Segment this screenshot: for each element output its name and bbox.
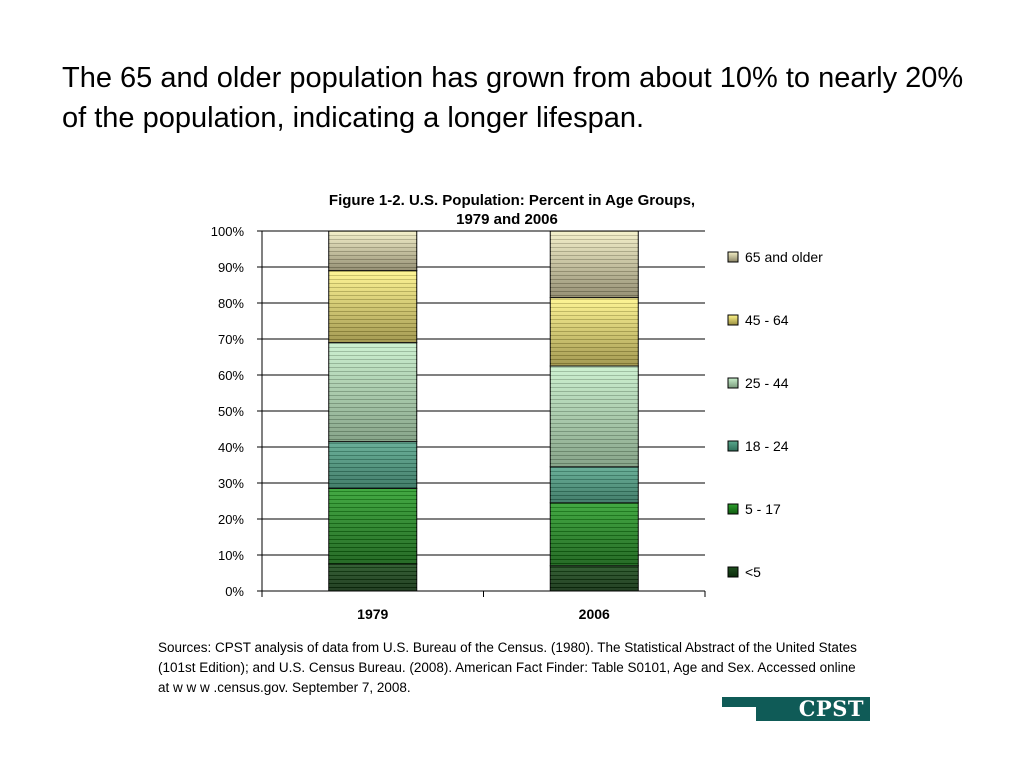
legend-swatch bbox=[727, 566, 739, 578]
y-tick-label: 10% bbox=[218, 548, 244, 563]
legend-swatch bbox=[727, 440, 739, 452]
y-tick-label: 100% bbox=[211, 224, 245, 239]
logo-text: CPST bbox=[798, 696, 864, 721]
slide-title: The 65 and older population has grown fr… bbox=[62, 62, 964, 134]
legend-label: 5 - 17 bbox=[745, 501, 781, 517]
legend-label: 18 - 24 bbox=[745, 438, 789, 454]
bar-segment-texture bbox=[328, 270, 417, 343]
chart-title-line-1: Figure 1-2. U.S. Population: Percent in … bbox=[329, 192, 695, 209]
x-category-label: 1979 bbox=[357, 606, 388, 622]
legend-swatch bbox=[727, 503, 739, 515]
legend-swatch bbox=[727, 314, 739, 326]
bar-segment-texture bbox=[550, 502, 639, 566]
axes: 0% 10% 20% 30% 40% 50% 60% 70% 80% 90% 100% 1979 200… bbox=[211, 224, 706, 622]
bar-segment-texture bbox=[328, 488, 417, 564]
legend-swatch bbox=[727, 377, 739, 389]
y-tick-label: 30% bbox=[218, 476, 244, 491]
y-tick-label: 80% bbox=[218, 296, 244, 311]
y-tick-label: 90% bbox=[218, 260, 244, 275]
y-tick-label: 60% bbox=[218, 368, 244, 383]
legend-swatch bbox=[727, 251, 739, 263]
y-tick-label: 0% bbox=[225, 584, 244, 599]
bar-segment-texture bbox=[550, 366, 639, 467]
legend-label: <5 bbox=[745, 564, 761, 580]
cpst-logo: CPST bbox=[722, 697, 870, 721]
bar-segment-texture bbox=[550, 466, 639, 503]
bar-segment-texture bbox=[550, 297, 639, 366]
legend-label: 65 and older bbox=[745, 249, 823, 265]
x-category-label: 2006 bbox=[579, 606, 610, 622]
chart-title-line-2: 1979 and 2006 bbox=[456, 211, 558, 228]
bar-segment-texture bbox=[328, 564, 417, 591]
y-tick-label: 40% bbox=[218, 440, 244, 455]
bar-segment-texture bbox=[328, 231, 417, 271]
legend-label: 25 - 44 bbox=[745, 375, 789, 391]
bars bbox=[328, 230, 639, 592]
sources-note: Sources: CPST analysis of data from U.S.… bbox=[158, 640, 857, 695]
bar-segment-texture bbox=[328, 342, 417, 442]
legend: 65 and older 45 - 64 25 - 44 18 - 24 5 - 17 <… bbox=[727, 249, 823, 580]
bar-segment-texture bbox=[550, 565, 639, 591]
y-tick-label: 70% bbox=[218, 332, 244, 347]
stacked-bar-chart: Figure 1-2. U.S. Population: Percent in … bbox=[211, 192, 823, 622]
bar-segment-texture bbox=[328, 441, 417, 489]
bar-segment-texture bbox=[550, 231, 639, 298]
y-tick-label: 20% bbox=[218, 512, 244, 527]
y-tick-label: 50% bbox=[218, 404, 244, 419]
legend-label: 45 - 64 bbox=[745, 312, 789, 328]
